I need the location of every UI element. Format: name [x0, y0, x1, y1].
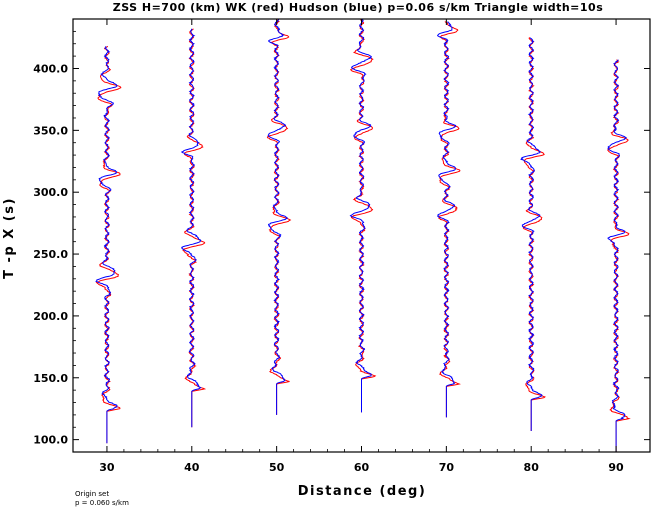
wk-trace-70: [438, 21, 461, 418]
y-tick-label: 350.0: [33, 124, 68, 137]
hudson-trace-30: [95, 46, 118, 444]
y-tick-label: 250.0: [33, 248, 68, 261]
wk-trace-60: [349, 18, 377, 413]
hudson-trace-70: [436, 21, 457, 418]
tick-group: 30 40 50 60 70 80 90 100.0 150.0 200.0 250.0 300.0 3…: [33, 19, 650, 474]
wk-trace-80: [522, 37, 546, 431]
hudson-trace-80: [520, 37, 543, 431]
wk-trace-40: [182, 28, 207, 428]
x-tick-label: 70: [439, 461, 455, 474]
x-tick-label: 40: [184, 461, 200, 474]
origin-note: Origin set: [75, 490, 109, 498]
y-tick-label: 100.0: [33, 434, 68, 447]
y-tick-label: 200.0: [33, 310, 68, 323]
x-tick-label: 80: [524, 461, 540, 474]
chart-title: ZSS H=700 (km) WK (red) Hudson (blue) p=…: [113, 1, 604, 14]
x-tick-label: 60: [354, 461, 370, 474]
slowness-note: p = 0.060 s/km: [75, 499, 129, 507]
hudson-trace-50: [267, 18, 288, 415]
y-tick-label: 150.0: [33, 372, 68, 385]
hudson-trace-60: [349, 18, 373, 413]
x-tick-label: 30: [99, 461, 115, 474]
y-tick-label: 400.0: [33, 62, 68, 75]
y-axis-title: T -p X (s): [2, 197, 17, 279]
wk-trace-30: [95, 45, 122, 444]
x-tick-label: 90: [608, 461, 624, 474]
x-tick-label: 50: [269, 461, 285, 474]
x-axis-title: Distance (deg): [298, 484, 427, 499]
trace-group: [95, 18, 631, 452]
y-tick-label: 300.0: [33, 186, 68, 199]
hudson-trace-40: [180, 28, 202, 428]
hudson-trace-90: [607, 59, 628, 452]
wk-trace-90: [606, 59, 631, 452]
